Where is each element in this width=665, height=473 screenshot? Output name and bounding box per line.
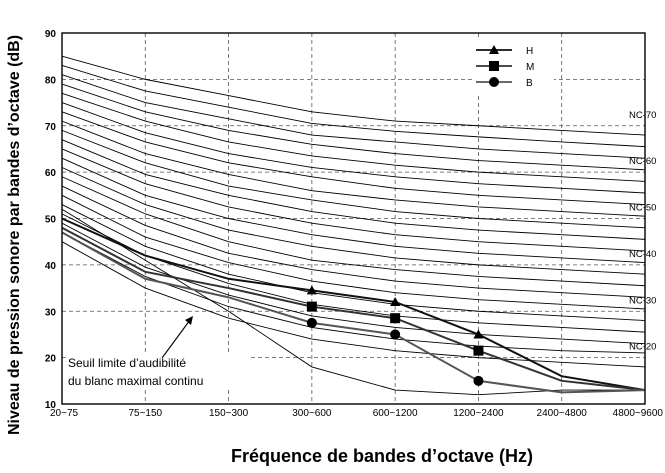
y-tick-label-30: 30: [45, 307, 57, 318]
nc-label-NC-20: NC-20: [629, 342, 656, 353]
annotation-arrow-shaft: [161, 319, 191, 359]
nc-curve-12: [61, 167, 646, 275]
nc-curve-3: [61, 83, 646, 171]
legend-label-H: H: [526, 46, 533, 57]
nc-label-NC-60: NC-60: [629, 156, 656, 167]
grid: [62, 33, 645, 404]
nc-curve-13: [61, 176, 646, 287]
y-tick-label-70: 70: [45, 122, 57, 133]
series: [61, 217, 646, 394]
annotation-arrow-head: [185, 316, 193, 325]
x-tick-label-5: 1200~2400: [453, 408, 504, 419]
annotation-line-1: Seuil limite d’audibilité: [68, 356, 186, 370]
series-point-H-5: [473, 329, 484, 339]
x-tick-label-7: 4800~9600: [613, 408, 664, 419]
nc-curve-1: [61, 65, 646, 148]
legend-marker-M: [489, 61, 499, 71]
tick-labels: 10 20 30 40 50 60 70 80 90 20~75 75~150 150~300 300~…: [45, 29, 664, 419]
y-tick-label-50: 50: [45, 215, 57, 226]
series-point-B-5: [473, 375, 484, 386]
y-tick-label-20: 20: [45, 354, 57, 365]
nc-curves: [61, 55, 646, 396]
nc-label-NC-40: NC-40: [629, 249, 656, 260]
y-tick-label-90: 90: [45, 29, 57, 40]
series-point-H-3: [306, 285, 317, 295]
legend-label-B: B: [526, 78, 533, 89]
nc-curve-18: [61, 222, 646, 345]
nc-curve-7: [61, 120, 646, 217]
nc-curve-9: [61, 139, 646, 240]
nc-curve-10: [61, 148, 646, 252]
annotation: Seuil limite d’audibilité du blanc maxim…: [66, 316, 248, 390]
nc-curve-15: [61, 194, 646, 310]
series-line-M: [61, 226, 646, 392]
y-tick-label-60: 60: [45, 168, 57, 179]
legend: HMB: [474, 40, 554, 94]
nc-curve-4: [61, 92, 646, 182]
x-axis-title: Fréquence de bandes d’octave (Hz): [231, 446, 533, 466]
nc-curve-2: [61, 74, 646, 159]
y-tick-label-10: 10: [45, 400, 57, 411]
nc-curve-20: [61, 241, 646, 368]
x-tick-label-3: 300~600: [292, 408, 332, 419]
legend-label-M: M: [526, 62, 534, 73]
annotation-line-2: du blanc maximal continu: [68, 374, 203, 388]
nc-curve-8: [61, 129, 646, 229]
x-tick-label-6: 2400~4800: [537, 408, 588, 419]
nc-curve-14: [61, 185, 646, 298]
y-tick-label-80: 80: [45, 75, 57, 86]
legend-marker-H: [489, 45, 499, 54]
series-point-H-4: [390, 296, 401, 306]
annotation-backdrop: [66, 352, 248, 390]
x-tick-label-2: 150~300: [209, 408, 249, 419]
nc-curve-0: [61, 55, 646, 136]
series-point-B-3: [306, 317, 317, 328]
legend-marker-B: [489, 77, 499, 87]
x-tick-label-4: 600~1200: [373, 408, 418, 419]
legend-backdrop: [474, 40, 554, 94]
nc-curve-5: [61, 102, 646, 194]
series-point-M-4: [390, 313, 401, 324]
nc-curve-6: [61, 111, 646, 206]
series-line-H: [61, 217, 646, 392]
nc-curve-11: [61, 157, 646, 264]
plot-border: [61, 32, 646, 405]
plot-frame: [61, 32, 646, 405]
x-tick-label-1: 75~150: [128, 408, 162, 419]
series-point-B-4: [390, 329, 401, 340]
y-tick-label-40: 40: [45, 261, 57, 272]
nc-label-NC-50: NC-50: [629, 203, 656, 214]
y-axis-title: Niveau de pression sonore par bandes d’o…: [6, 35, 23, 435]
x-tick-label-0: 20~75: [50, 408, 79, 419]
series-point-M-3: [306, 301, 317, 312]
nc-labels: NC-70 NC-60 NC-50 NC-40 NC-30 NC-20: [629, 110, 656, 353]
nc-label-NC-70: NC-70: [629, 110, 656, 121]
nc-curve-16: [61, 204, 646, 321]
series-point-M-5: [473, 345, 484, 356]
series-line-B: [61, 231, 646, 394]
nc-label-NC-30: NC-30: [629, 295, 656, 306]
